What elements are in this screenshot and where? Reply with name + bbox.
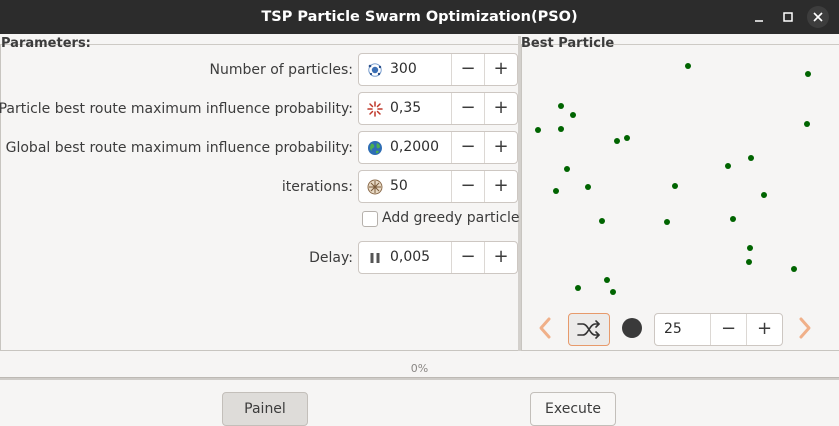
city-point xyxy=(746,259,752,265)
burst-icon xyxy=(367,101,383,117)
delay-decrement-button[interactable]: − xyxy=(451,242,484,273)
city-point xyxy=(575,285,581,291)
particles-icon xyxy=(368,63,382,77)
iterations-value[interactable]: 50 xyxy=(390,178,408,194)
execute-button[interactable]: Execute xyxy=(530,392,616,426)
global-influence-increment-button[interactable]: + xyxy=(484,132,517,163)
city-count-value[interactable]: 25 xyxy=(664,321,682,337)
best-particle-route-plot xyxy=(535,63,811,295)
global-influence-value[interactable]: 0,2000 xyxy=(390,139,439,155)
minimize-button[interactable] xyxy=(749,7,769,27)
particles-count-spinner[interactable]: 300 − + xyxy=(358,53,518,86)
city-point xyxy=(730,216,736,222)
city-point xyxy=(748,155,754,161)
city-point xyxy=(805,71,811,77)
title-bar: TSP Particle Swarm Optimization(PSO) xyxy=(0,0,839,34)
painel-button[interactable]: Painel xyxy=(222,392,308,426)
iterations-spinner[interactable]: 50 − + xyxy=(358,170,518,203)
city-point xyxy=(558,103,564,109)
greedy-particle-label[interactable]: Add greedy particle xyxy=(382,210,520,226)
maximize-button[interactable] xyxy=(778,7,798,27)
pause-icon xyxy=(370,253,380,263)
maximize-icon xyxy=(783,12,793,22)
city-point xyxy=(672,183,678,189)
progress-bar xyxy=(0,377,839,380)
particle-influence-increment-button[interactable]: + xyxy=(484,93,517,124)
next-arrow-icon[interactable] xyxy=(796,316,814,340)
city-count-spinner[interactable]: 25 − + xyxy=(654,313,783,346)
city-point xyxy=(585,184,591,190)
city-point xyxy=(558,126,564,132)
minimize-icon xyxy=(755,20,763,22)
panel-splitter[interactable] xyxy=(518,36,521,351)
particle-influence-label: Particle best route maximum influence pr… xyxy=(0,101,353,117)
city-point xyxy=(535,127,541,133)
city-point xyxy=(747,245,753,251)
city-point xyxy=(604,277,610,283)
iterations-label: iterations: xyxy=(281,179,353,195)
city-point xyxy=(664,219,670,225)
greedy-particle-checkbox[interactable] xyxy=(362,211,378,227)
shuffle-button[interactable] xyxy=(568,313,610,346)
particle-influence-spinner[interactable]: 0,35 − + xyxy=(358,92,518,125)
delay-increment-button[interactable]: + xyxy=(484,242,517,273)
global-influence-decrement-button[interactable]: − xyxy=(451,132,484,163)
city-point xyxy=(791,266,797,272)
city-point xyxy=(570,112,576,118)
iterations-decrement-button[interactable]: − xyxy=(451,171,484,202)
city-point xyxy=(804,121,810,127)
global-influence-label: Global best route maximum influence prob… xyxy=(5,140,353,156)
best-particle-panel xyxy=(521,44,839,351)
city-point xyxy=(610,289,616,295)
globe-icon xyxy=(368,141,382,155)
particles-count-label: Number of particles: xyxy=(209,62,353,78)
delay-label: Delay: xyxy=(309,250,353,266)
city-point xyxy=(564,166,570,172)
compass-icon xyxy=(367,179,383,195)
city-point xyxy=(624,135,630,141)
delay-spinner[interactable]: 0,005 − + xyxy=(358,241,518,274)
close-icon xyxy=(813,12,823,22)
progress-text: 0% xyxy=(410,362,429,375)
particle-influence-decrement-button[interactable]: − xyxy=(451,93,484,124)
window-title: TSP Particle Swarm Optimization(PSO) xyxy=(261,9,578,25)
city-point xyxy=(614,138,620,144)
shuffle-icon xyxy=(577,320,600,339)
city-point xyxy=(725,163,731,169)
city-point xyxy=(685,63,691,69)
best-particle-label: Best Particle xyxy=(521,36,615,51)
city-point xyxy=(761,192,767,198)
particles-decrement-button[interactable]: − xyxy=(451,54,484,85)
global-influence-spinner[interactable]: 0,2000 − + xyxy=(358,131,518,164)
parameters-label: Parameters: xyxy=(1,36,91,51)
previous-arrow-icon[interactable] xyxy=(536,316,554,340)
city-point xyxy=(553,188,559,194)
point-indicator xyxy=(622,318,642,338)
close-button[interactable] xyxy=(807,6,829,28)
particles-count-value[interactable]: 300 xyxy=(390,61,417,77)
iterations-increment-button[interactable]: + xyxy=(484,171,517,202)
city-point xyxy=(599,218,605,224)
delay-value[interactable]: 0,005 xyxy=(390,249,431,265)
particles-increment-button[interactable]: + xyxy=(484,54,517,85)
city-count-increment-button[interactable]: + xyxy=(746,314,782,345)
city-count-decrement-button[interactable]: − xyxy=(710,314,746,345)
particle-influence-value[interactable]: 0,35 xyxy=(390,100,422,116)
